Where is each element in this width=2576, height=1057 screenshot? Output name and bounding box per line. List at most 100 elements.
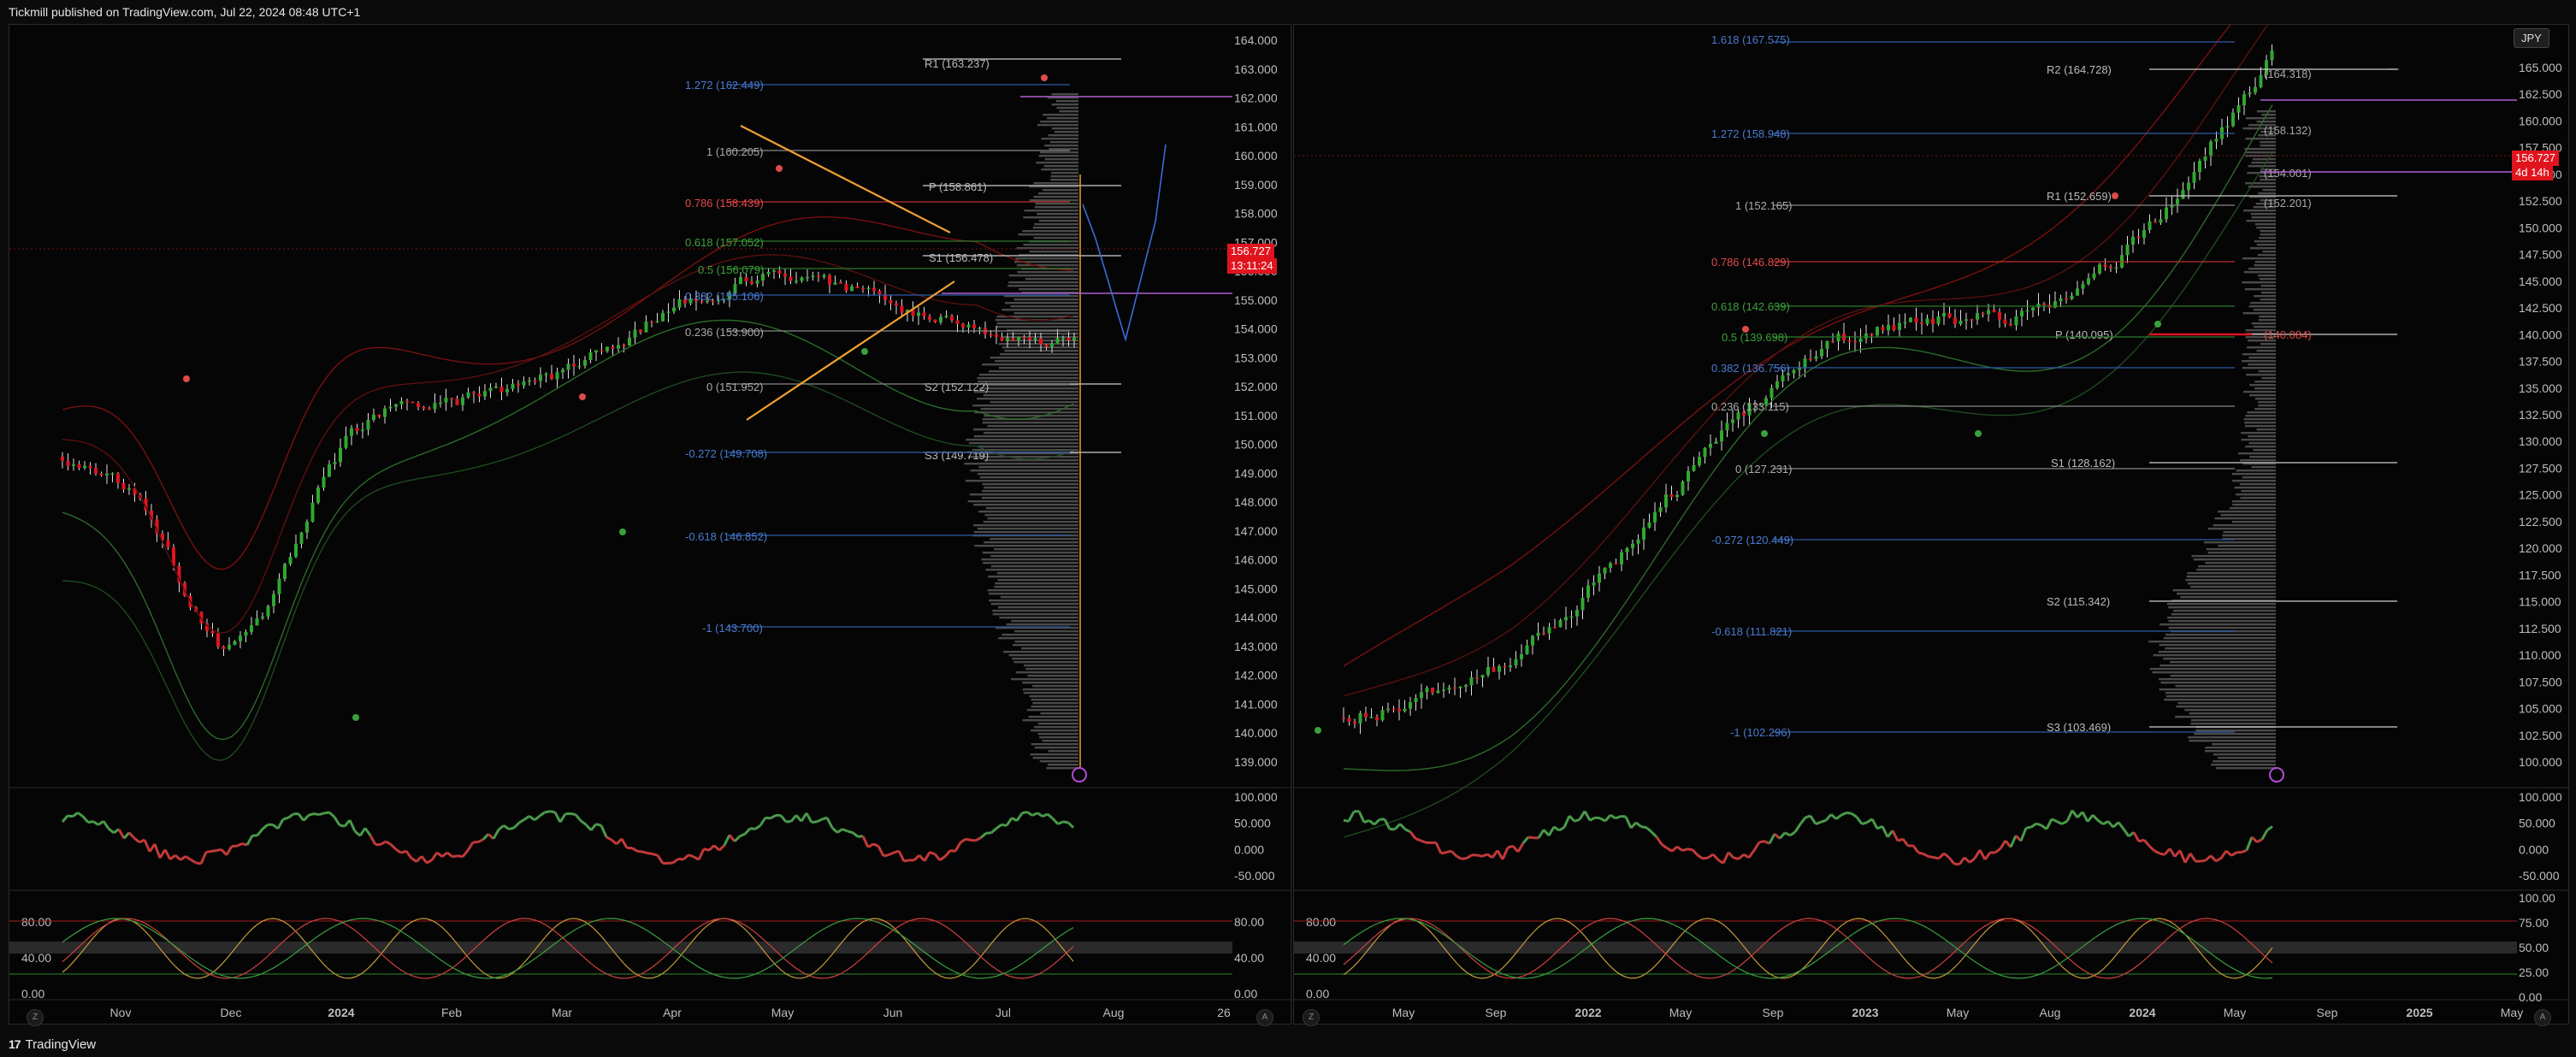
- candle-body: [210, 630, 215, 634]
- candle-body: [966, 324, 971, 328]
- volume-profile-bar: [1041, 138, 1078, 140]
- volume-profile-bar: [2249, 394, 2276, 397]
- candle-body: [1564, 617, 1568, 621]
- volume-profile-bar: [2256, 121, 2276, 123]
- volume-profile-bar: [2165, 647, 2276, 650]
- momentum-line: [2091, 814, 2100, 822]
- left-chart-canvas[interactable]: 164.000 163.000 162.000 161.000 160.000 159.0…: [9, 25, 1292, 1025]
- left-auto-scale-icon[interactable]: A: [1256, 1009, 1273, 1026]
- momentum-line: [1476, 853, 1483, 858]
- stoch-neutral-band: [1294, 942, 2517, 954]
- momentum-line: [1937, 852, 1946, 859]
- volume-profile-bar: [2252, 158, 2276, 161]
- right-chart-panel[interactable]: 165.000162.500160.000157.500155.000152.5…: [1293, 24, 2570, 1026]
- momentum-line: [1615, 815, 1622, 820]
- candle-body: [155, 519, 159, 534]
- volume-profile-bar: [2189, 712, 2276, 715]
- candle-body: [499, 387, 504, 393]
- volume-profile-bar: [1048, 750, 1078, 753]
- momentum-line: [1062, 820, 1069, 824]
- left-alert-icon[interactable]: [1072, 767, 1087, 782]
- volume-profile-bar: [2260, 199, 2276, 202]
- momentum-line: [739, 832, 746, 838]
- momentum-line: [1434, 841, 1443, 854]
- fib-m0618-label: -0.618 (146.852): [685, 530, 767, 543]
- fib-0-label: 0 (127.231): [1735, 463, 1793, 475]
- candle-body: [795, 280, 798, 282]
- stoch-line: [1343, 918, 2273, 979]
- momentum-line: [2266, 825, 2273, 831]
- volume-profile-bar: [2242, 312, 2276, 315]
- left-settings-icon[interactable]: Z: [27, 1009, 44, 1026]
- mid-band-line: [1343, 25, 2269, 697]
- swing-dot: [183, 375, 190, 382]
- candle-body: [1731, 419, 1734, 423]
- momentum-line: [847, 830, 854, 834]
- candle-body: [1525, 645, 1529, 654]
- candle-body: [828, 275, 831, 285]
- osc2-axis-label: 75.00: [2519, 916, 2549, 930]
- candle-body: [995, 334, 998, 338]
- momentum-line: [1687, 847, 1693, 852]
- volume-profile-bar: [981, 497, 1078, 499]
- volume-profile-bar: [978, 466, 1078, 469]
- momentum-line: [1691, 848, 1699, 857]
- candle-body: [777, 270, 782, 275]
- candle-body: [1011, 338, 1015, 341]
- candle-body: [594, 350, 598, 353]
- osc1-axis-label: 50.000: [2519, 817, 2555, 830]
- volume-profile-bar: [2243, 418, 2276, 421]
- candle-body: [1792, 369, 1796, 374]
- momentum-line: [1507, 844, 1514, 849]
- momentum-line: [1738, 853, 1745, 860]
- candle-body: [811, 275, 815, 278]
- momentum-line: [2009, 835, 2018, 848]
- momentum-line: [508, 826, 515, 831]
- candle-body: [1039, 338, 1043, 345]
- candle-body: [561, 369, 564, 373]
- candle-body: [2053, 301, 2057, 308]
- left-chart-panel[interactable]: 164.000 163.000 162.000 161.000 160.000 159.0…: [9, 24, 1292, 1026]
- volume-profile-bar: [2222, 534, 2276, 537]
- osc2-axis-label-alt: 80.00: [21, 915, 51, 929]
- momentum-line: [385, 840, 392, 846]
- fib-m0272-label: -0.272 (120.449): [1711, 534, 1793, 546]
- price-axis-label: 153.000: [1234, 351, 1278, 364]
- candle-body: [1814, 356, 1818, 359]
- momentum-line: [1835, 813, 1842, 820]
- momentum-line: [2065, 810, 2074, 822]
- volume-profile-bar: [990, 555, 1078, 558]
- volume-profile-bar: [2172, 589, 2276, 592]
- candle-body: [572, 363, 576, 367]
- right-alert-icon[interactable]: [2269, 767, 2284, 782]
- volume-profile-bar: [973, 504, 1078, 506]
- volume-profile-bar: [985, 569, 1078, 571]
- volume-profile-bar: [1031, 729, 1078, 732]
- momentum-line: [2209, 854, 2218, 862]
- volume-profile-bar: [1014, 630, 1078, 633]
- tradingview-logo-icon: 17: [9, 1037, 21, 1051]
- volume-profile-bar: [998, 343, 1078, 345]
- time-axis-label: May: [1947, 1006, 1969, 1019]
- candle-body: [2081, 284, 2085, 289]
- candle-body: [688, 298, 693, 304]
- momentum-line: [2117, 821, 2125, 830]
- volume-profile-bar: [1051, 103, 1078, 106]
- osc2-axis-label-alt: 40.00: [1306, 951, 1336, 965]
- momentum-line: [1711, 853, 1720, 861]
- momentum-line: [2071, 809, 2079, 818]
- volume-profile-bar: [2244, 148, 2276, 151]
- right-settings-icon[interactable]: Z: [1303, 1009, 1320, 1026]
- currency-button[interactable]: JPY: [2514, 28, 2549, 48]
- candle-body: [1050, 343, 1054, 347]
- momentum-line: [1911, 844, 1920, 853]
- volume-profile-bar: [1023, 244, 1078, 246]
- volume-profile-bar: [1034, 747, 1078, 749]
- right-chart-canvas[interactable]: 165.000162.500160.000157.500155.000152.5…: [1294, 25, 2570, 1025]
- volume-profile-bar: [998, 637, 1078, 640]
- volume-profile-bar: [1038, 220, 1078, 222]
- candle-body: [517, 383, 520, 386]
- volume-profile-bar: [1051, 93, 1078, 96]
- volume-profile-bar: [2245, 446, 2276, 448]
- right-auto-scale-icon[interactable]: A: [2534, 1009, 2551, 1026]
